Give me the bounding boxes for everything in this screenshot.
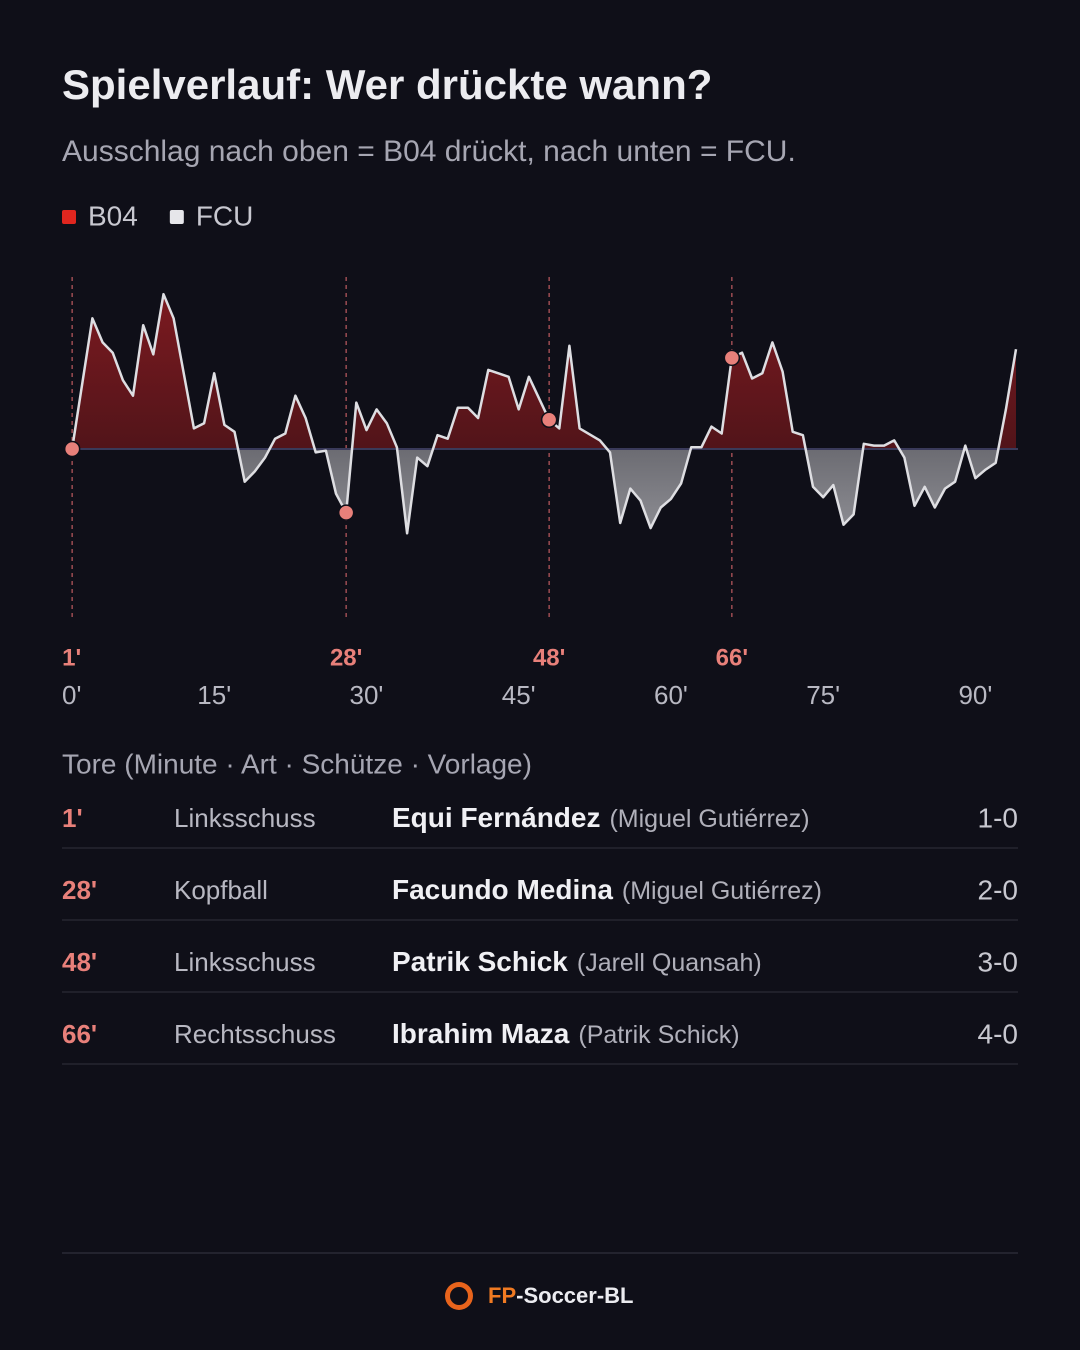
goal-type: Rechtsschuss	[174, 1019, 336, 1049]
goal-dot	[723, 349, 741, 367]
legend-label: FCU	[196, 200, 254, 231]
x-tick-label: 0'	[62, 680, 81, 710]
goal-scorer-line: Facundo Medina (Miguel Gutiérrez)	[392, 874, 822, 905]
goal-minute: 48'	[62, 947, 97, 977]
goal-minute: 1'	[62, 803, 83, 833]
x-tick-label: 75'	[806, 680, 840, 710]
goal-score: 1-0	[978, 802, 1018, 833]
goal-scorer: Patrik Schick	[392, 946, 568, 977]
area-b04	[72, 294, 1016, 449]
goal-score: 4-0	[978, 1018, 1018, 1049]
goal-minute: 66'	[62, 1019, 97, 1049]
x-tick-label: 30'	[350, 680, 384, 710]
brand-logo-inner	[450, 1287, 468, 1305]
goal-assist: (Miguel Gutiérrez)	[609, 805, 809, 833]
goal-assist: (Patrik Schick)	[578, 1021, 739, 1049]
goal-label: 1'	[62, 644, 81, 671]
brand: FP-Soccer-BL	[488, 1283, 633, 1308]
chart-title: Spielverlauf: Wer drückte wann?	[62, 61, 712, 108]
legend: B04 FCU	[62, 200, 253, 231]
goal-dot	[337, 504, 355, 521]
goal-scorer-line: Ibrahim Maza (Patrik Schick)	[392, 1018, 740, 1049]
goal-label: 28'	[330, 644, 362, 671]
goal-label: 66'	[716, 644, 748, 671]
legend-label: B04	[88, 200, 138, 231]
brand-prefix: FP	[488, 1283, 516, 1308]
goal-scorer: Facundo Medina	[392, 874, 613, 905]
table-heading: Tore (Minute · Art · Schütze · Vorlage)	[62, 748, 532, 779]
goal-minute: 28'	[62, 875, 97, 905]
goal-score: 3-0	[978, 946, 1018, 977]
goal-type: Linksschuss	[174, 947, 316, 977]
goal-assist: (Jarell Quansah)	[577, 949, 762, 977]
goal-dot	[540, 411, 558, 429]
x-tick-label: 15'	[197, 680, 231, 710]
legend-swatch	[62, 210, 76, 224]
goal-scorer: Equi Fernández	[392, 802, 600, 833]
chart-subtitle: Ausschlag nach oben = B04 drückt, nach u…	[62, 135, 796, 168]
goal-label: 48'	[533, 644, 565, 671]
goal-scorer-line: Patrik Schick (Jarell Quansah)	[392, 946, 762, 977]
x-tick-label: 45'	[502, 680, 536, 710]
brand-suffix: -Soccer-BL	[516, 1283, 633, 1308]
x-tick-label: 60'	[654, 680, 688, 710]
goal-score: 2-0	[978, 874, 1018, 905]
goal-dot	[63, 440, 81, 458]
legend-swatch	[169, 210, 184, 224]
plot: 1' 28' 48' 66' 0' 15' 30' 45' 60' 75' 90'	[62, 277, 1018, 710]
goal-scorer-line: Equi Fernández (Miguel Gutiérrez)	[392, 802, 810, 833]
goals-table: Tore (Minute · Art · Schütze · Vorlage) …	[62, 748, 1018, 1065]
goal-type: Kopfball	[174, 875, 268, 905]
goal-type: Linksschuss	[174, 803, 316, 833]
goal-scorer: Ibrahim Maza	[392, 1018, 570, 1049]
x-tick-label: 90'	[958, 680, 992, 710]
goal-assist: (Miguel Gutiérrez)	[622, 877, 822, 905]
